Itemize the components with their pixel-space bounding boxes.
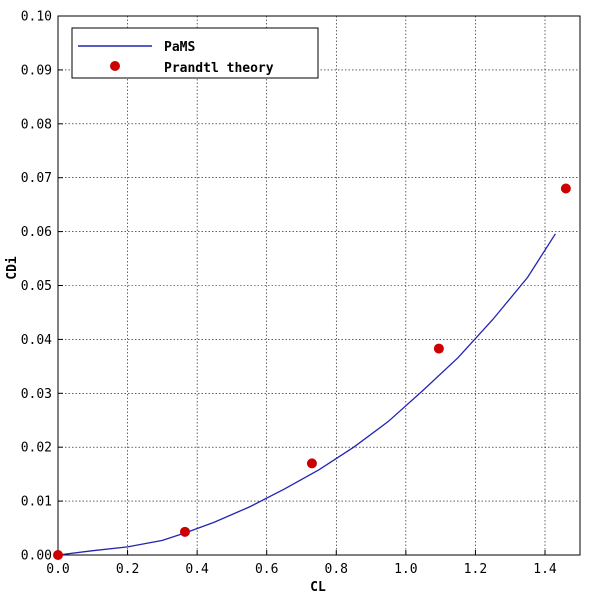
data-point-prandtl bbox=[53, 550, 63, 560]
x-tick-label: 1.2 bbox=[464, 562, 487, 577]
x-tick-label: 0.8 bbox=[325, 562, 348, 577]
x-tick-label: 0.0 bbox=[46, 562, 69, 577]
y-axis-title: CDi bbox=[5, 256, 20, 280]
y-tick-label: 0.06 bbox=[21, 225, 52, 240]
legend-prandtl-label: Prandtl theory bbox=[164, 61, 274, 76]
y-tick-label: 0.05 bbox=[21, 279, 52, 294]
y-tick-label: 0.02 bbox=[21, 441, 52, 456]
tick-labels: 0.0 0.2 0.4 0.6 0.8 1.0 1.2 1.4 0.00 0.01 0.02 0.03… bbox=[21, 10, 557, 578]
y-tick-label: 0.08 bbox=[21, 117, 52, 132]
x-tick-label: 1.4 bbox=[533, 562, 557, 577]
y-tick-label: 0.10 bbox=[21, 10, 52, 25]
y-tick-label: 0.03 bbox=[21, 387, 52, 402]
x-tick-label: 0.4 bbox=[185, 562, 209, 577]
legend: PaMS Prandtl theory bbox=[71, 27, 319, 79]
x-tick-label: 0.6 bbox=[255, 562, 278, 577]
data-point-prandtl bbox=[179, 526, 190, 537]
x-tick-label: 0.2 bbox=[116, 562, 139, 577]
series-line-pams bbox=[57, 233, 556, 556]
x-axis-title: CL bbox=[310, 580, 326, 595]
legend-pams-label: PaMS bbox=[164, 40, 195, 55]
y-tick-label: 0.09 bbox=[21, 63, 52, 78]
y-tick-label: 0.07 bbox=[21, 171, 52, 186]
data-point-prandtl bbox=[560, 183, 571, 194]
data-point-prandtl bbox=[433, 343, 444, 354]
y-tick-label: 0.01 bbox=[21, 495, 52, 510]
grid-lines bbox=[58, 16, 580, 555]
legend-prandtl-swatch bbox=[110, 61, 120, 71]
data-series bbox=[53, 183, 571, 560]
data-point-prandtl bbox=[306, 458, 317, 469]
x-tick-label: 1.0 bbox=[394, 562, 417, 577]
y-tick-label: 0.00 bbox=[21, 549, 52, 564]
y-tick-label: 0.04 bbox=[21, 333, 52, 348]
